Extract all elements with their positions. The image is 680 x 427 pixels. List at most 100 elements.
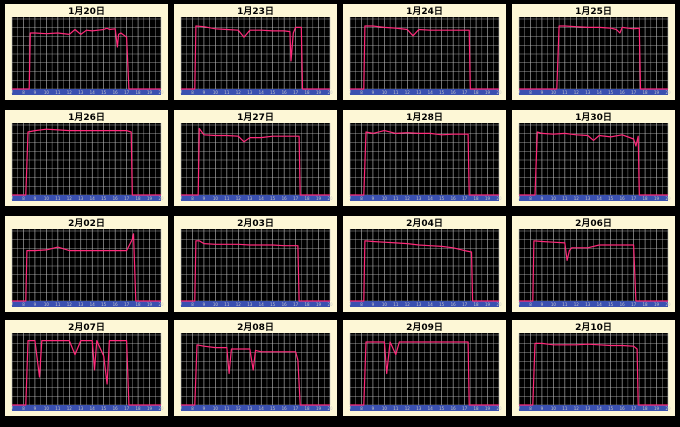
x-tick-label: 15 bbox=[101, 196, 107, 201]
chart-title: 1月26日 bbox=[68, 113, 105, 123]
x-axis-bar bbox=[519, 195, 668, 201]
chart-title: 1月27日 bbox=[237, 113, 274, 123]
chart-title: 2月10日 bbox=[575, 323, 612, 333]
x-tick-label: 12 bbox=[574, 406, 580, 411]
x-tick-label: 20 bbox=[327, 406, 333, 411]
x-tick-label: 17 bbox=[293, 406, 299, 411]
x-tick-label: 18 bbox=[305, 302, 311, 307]
line-chart: 7 8 9 10 11 12 13 14 15 16 17 18 19 20 bbox=[11, 17, 164, 95]
x-tick-label: 13 bbox=[416, 90, 422, 95]
x-tick-label: 19 bbox=[147, 302, 153, 307]
x-tick-label: 13 bbox=[247, 302, 253, 307]
x-tick-label: 12 bbox=[236, 196, 242, 201]
x-tick-label: 18 bbox=[305, 90, 311, 95]
x-tick-label: 9 bbox=[372, 90, 375, 95]
x-tick-label: 17 bbox=[631, 90, 637, 95]
x-tick-label: 19 bbox=[654, 302, 660, 307]
x-tick-label: 10 bbox=[44, 196, 50, 201]
x-tick-label: 7 bbox=[518, 302, 521, 307]
x-tick-label: 16 bbox=[113, 406, 119, 411]
series-line bbox=[12, 340, 161, 406]
line-chart: 7 8 9 10 11 12 13 14 15 16 17 18 19 20 bbox=[518, 229, 671, 307]
x-axis-bar bbox=[12, 301, 161, 307]
x-tick-label: 17 bbox=[631, 302, 637, 307]
x-tick-label: 17 bbox=[462, 406, 468, 411]
x-tick-label: 19 bbox=[147, 90, 153, 95]
x-tick-label: 18 bbox=[643, 406, 649, 411]
x-tick-label: 12 bbox=[574, 90, 580, 95]
x-tick-label: 7 bbox=[11, 406, 14, 411]
x-tick-label: 7 bbox=[518, 406, 521, 411]
x-tick-label: 7 bbox=[518, 90, 521, 95]
x-tick-label: 7 bbox=[11, 302, 14, 307]
x-tick-label: 20 bbox=[496, 196, 502, 201]
x-tick-label: 14 bbox=[259, 90, 265, 95]
x-tick-label: 7 bbox=[349, 90, 352, 95]
series-line bbox=[350, 25, 499, 90]
x-axis-bar bbox=[12, 89, 161, 95]
x-tick-label: 19 bbox=[485, 90, 491, 95]
x-tick-label: 13 bbox=[247, 196, 253, 201]
x-tick-label: 14 bbox=[90, 302, 96, 307]
x-tick-label: 7 bbox=[349, 406, 352, 411]
x-tick-label: 13 bbox=[247, 406, 253, 411]
x-tick-label: 16 bbox=[282, 90, 288, 95]
x-tick-label: 19 bbox=[316, 406, 322, 411]
x-tick-label: 10 bbox=[213, 196, 219, 201]
x-tick-label: 7 bbox=[180, 196, 183, 201]
x-tick-label: 16 bbox=[620, 196, 626, 201]
x-tick-label: 8 bbox=[22, 196, 25, 201]
x-tick-label: 14 bbox=[428, 90, 434, 95]
x-tick-label: 19 bbox=[654, 196, 660, 201]
x-tick-label: 9 bbox=[541, 302, 544, 307]
series-line bbox=[350, 341, 499, 406]
x-tick-label: 17 bbox=[293, 90, 299, 95]
x-tick-label: 16 bbox=[451, 406, 457, 411]
line-chart: 7 8 9 10 11 12 13 14 15 16 17 18 19 20 bbox=[518, 17, 671, 95]
x-tick-label: 15 bbox=[439, 196, 445, 201]
x-tick-label: 12 bbox=[405, 196, 411, 201]
chart-panel: 7 8 9 10 11 12 13 14 15 16 17 18 19 20 1月23日 bbox=[174, 4, 337, 100]
x-tick-label: 18 bbox=[643, 196, 649, 201]
x-tick-label: 20 bbox=[665, 406, 671, 411]
x-tick-label: 18 bbox=[474, 302, 480, 307]
chart-panel: 7 8 9 10 11 12 13 14 15 16 17 18 19 20 2月10日 bbox=[512, 320, 675, 416]
chart-panel: 7 8 9 10 11 12 13 14 15 16 17 18 19 20 2月09日 bbox=[343, 320, 506, 416]
x-tick-label: 19 bbox=[485, 302, 491, 307]
x-tick-label: 18 bbox=[305, 196, 311, 201]
x-tick-label: 11 bbox=[224, 90, 230, 95]
x-tick-label: 16 bbox=[620, 302, 626, 307]
x-tick-label: 7 bbox=[180, 90, 183, 95]
x-tick-label: 15 bbox=[270, 302, 276, 307]
x-tick-label: 13 bbox=[247, 90, 253, 95]
x-tick-label: 7 bbox=[349, 196, 352, 201]
x-tick-label: 18 bbox=[474, 196, 480, 201]
x-tick-label: 12 bbox=[405, 406, 411, 411]
x-tick-label: 20 bbox=[327, 196, 333, 201]
x-tick-label: 13 bbox=[78, 302, 84, 307]
x-tick-label: 10 bbox=[382, 196, 388, 201]
series-line bbox=[12, 233, 161, 302]
x-tick-label: 20 bbox=[158, 196, 164, 201]
x-tick-label: 20 bbox=[327, 90, 333, 95]
x-tick-label: 18 bbox=[136, 406, 142, 411]
x-tick-label: 18 bbox=[136, 90, 142, 95]
x-tick-label: 16 bbox=[451, 302, 457, 307]
x-tick-label: 9 bbox=[34, 406, 37, 411]
x-tick-label: 16 bbox=[620, 90, 626, 95]
x-tick-label: 16 bbox=[113, 90, 119, 95]
line-chart: 7 8 9 10 11 12 13 14 15 16 17 18 19 20 bbox=[11, 229, 164, 307]
x-tick-label: 14 bbox=[597, 302, 603, 307]
series-line bbox=[350, 130, 499, 196]
x-tick-label: 11 bbox=[562, 406, 568, 411]
x-tick-label: 14 bbox=[428, 406, 434, 411]
x-tick-label: 13 bbox=[416, 302, 422, 307]
x-tick-label: 14 bbox=[597, 90, 603, 95]
series-line bbox=[519, 342, 668, 406]
x-tick-label: 10 bbox=[551, 196, 557, 201]
x-tick-label: 16 bbox=[451, 90, 457, 95]
x-axis-bar bbox=[181, 89, 330, 95]
line-chart: 7 8 9 10 11 12 13 14 15 16 17 18 19 20 bbox=[349, 17, 502, 95]
x-tick-label: 9 bbox=[34, 90, 37, 95]
chart-panel: 7 8 9 10 11 12 13 14 15 16 17 18 19 20 2月04日 bbox=[343, 216, 506, 312]
